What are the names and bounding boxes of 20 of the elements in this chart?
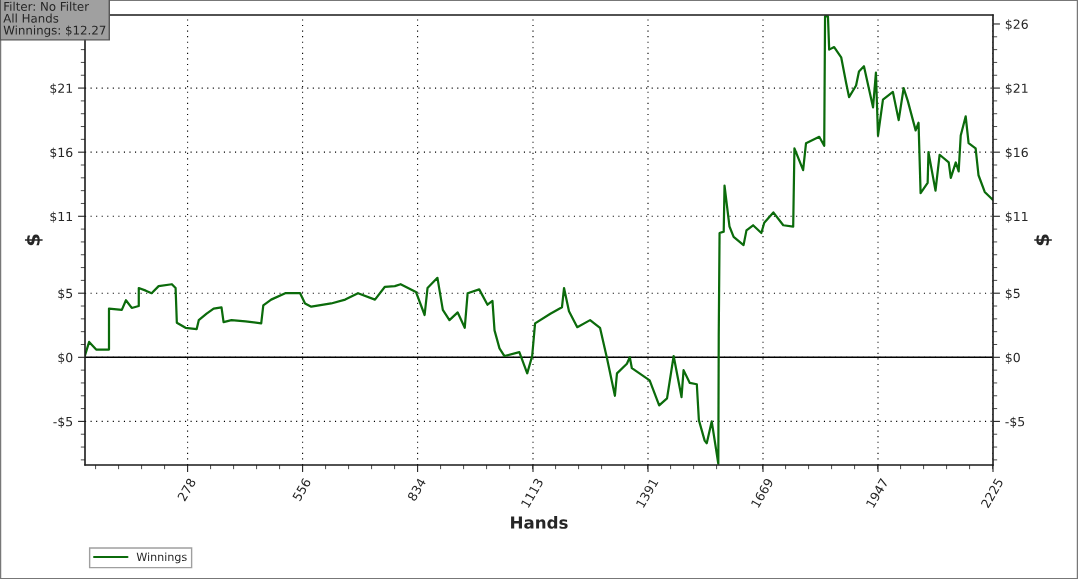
y-tick-label: $16	[50, 147, 73, 159]
y2-tick-label: $26	[1005, 19, 1028, 31]
legend-label: Winnings	[136, 552, 187, 564]
y-tick-label: $21	[50, 83, 73, 95]
y-tick-label: $11	[50, 211, 73, 223]
y-axis-title: $	[24, 234, 43, 246]
y2-tick-label: $21	[1005, 83, 1028, 95]
x-axis-title: Hands	[511, 515, 568, 529]
y2-tick-label: $5	[1005, 288, 1020, 300]
y2-tick-label: $16	[1005, 147, 1028, 159]
y2-tick-label: -$5	[1005, 416, 1025, 428]
text: Filter: No Filter	[4, 1, 90, 11]
annotation: Winnings: $12.27	[3, 25, 106, 37]
y2-axis-title: $	[1034, 234, 1052, 246]
y2-tick-label: $0	[1005, 352, 1020, 364]
text: All Hands	[3, 13, 59, 23]
y-tick-label: -$5	[53, 416, 73, 428]
y2-tick-label: $11	[1005, 211, 1028, 223]
y-tick-label: $5	[58, 288, 73, 300]
y-tick-label: $0	[58, 352, 73, 364]
